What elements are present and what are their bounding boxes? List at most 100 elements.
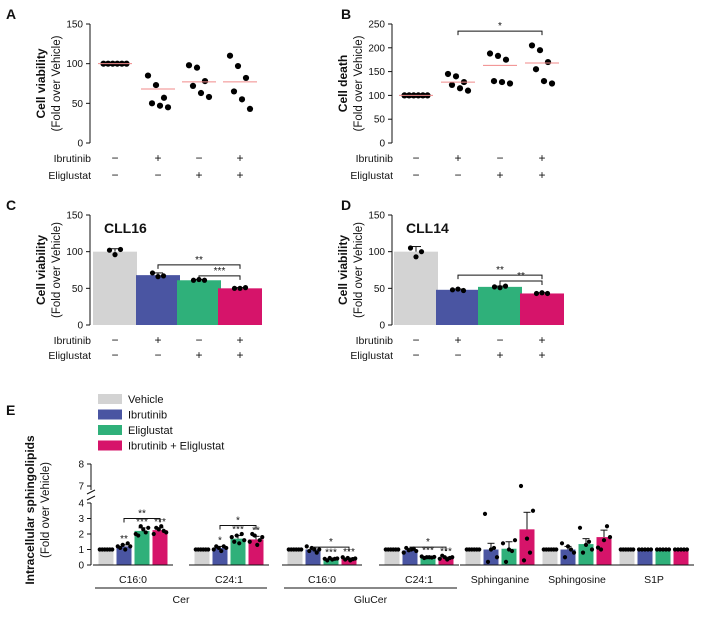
panel-e-y-tick-label: 0 [78,561,84,572]
data-point [407,245,414,251]
data-point [205,93,213,101]
data-point [681,547,687,552]
data-point [144,72,152,79]
bar [436,289,480,325]
panel-a-eliglustat-sign: − [111,168,118,182]
data-point [583,542,589,547]
data-point [577,525,583,530]
panel-label-c: C [6,197,16,213]
data-point [528,42,536,49]
category-label: Sphinganine [471,574,530,586]
data-point [636,547,642,552]
data-point [234,533,239,538]
panel-b-y-tick-label: 200 [368,43,385,54]
data-point [642,547,648,552]
data-point [654,547,660,552]
data-point [663,547,669,552]
panel-d-ibrutinib-sign: − [496,333,503,347]
data-point [601,538,607,543]
bar [637,549,653,565]
data-point [257,538,262,543]
panel-b-y-tick-label: 150 [368,67,385,78]
panel-d-ibrutinib-sign: + [538,333,545,347]
bar [98,549,114,565]
data-point [242,538,247,543]
panel-b-eliglustat-sign: + [538,168,545,182]
category-label: C24:1 [215,574,243,586]
bar [655,549,671,565]
data-point [494,555,500,560]
data-point [396,547,401,552]
data-point [672,547,678,552]
data-point [189,82,197,89]
data-point [500,541,506,546]
panel-d-sig-label: ** [517,271,525,282]
panel-e-bracket [123,518,161,523]
data-point [491,284,498,290]
bar [465,549,481,565]
data-point [229,535,234,540]
data-point [598,547,604,552]
data-point [146,525,151,530]
data-point [185,62,193,69]
panel-b-sig-label: * [498,21,502,32]
panel-c-bracket [198,275,241,280]
panel-label-e: E [6,402,15,418]
data-point [197,89,205,97]
data-point [539,290,545,296]
data-point [666,547,672,552]
data-point [117,246,124,253]
panel-b-eliglustat-label: Eliglustat [350,170,393,182]
data-point [589,547,595,552]
panel-d-ylabel-sub: (Fold over Vehicle) [353,222,365,318]
data-point [503,559,509,565]
category-group-label: GluCer [354,594,388,606]
panel-d-eliglustat-sign: − [412,348,419,362]
data-point [494,52,502,59]
data-point [604,524,610,529]
panel-a-ibrutinib-label: Ibrutinib [54,153,92,165]
data-point [304,544,309,549]
data-point [110,547,115,552]
bar [596,537,612,565]
panel-d-bracket [457,274,543,280]
data-point [239,531,244,537]
category-label: Sphingosine [548,574,606,586]
data-point [684,547,690,552]
data-point [190,277,197,283]
data-point [151,531,156,537]
panel-c-y-tick-label: 0 [77,321,83,332]
panel-c-y-tick-label: 100 [66,247,83,258]
bar [134,530,150,565]
data-point [562,555,568,560]
data-point [156,527,161,532]
data-point [491,545,497,551]
data-point [607,535,613,540]
data-point [595,545,601,550]
bar [478,286,522,325]
panel-d-y-tick-label: 150 [368,211,385,222]
panel-a-ibrutinib-sign: − [111,151,118,165]
data-point [201,78,209,85]
data-point [648,547,654,552]
axis-break-mark [86,495,96,501]
data-point [675,547,681,552]
data-point [160,94,168,101]
data-point [232,539,237,544]
data-point [314,550,319,555]
panel-e-bracket [219,524,257,530]
panel-c-y-tick-label: 150 [66,211,83,222]
panel-c-eliglustat-sign: − [111,348,118,362]
data-point [125,541,130,546]
bar [287,549,303,565]
panel-a-y-tick-label: 0 [77,139,83,150]
panel-c-title: CLL16 [104,220,147,236]
panel-a-y-tick-label: 50 [72,99,84,110]
bar [152,530,168,565]
panel-b-y-tick-label: 0 [379,139,385,150]
legend-swatch [98,440,122,451]
data-point [565,544,571,549]
data-point [631,547,636,552]
panel-a-ylabel-sub: (Fold over Vehicle) [51,35,63,131]
